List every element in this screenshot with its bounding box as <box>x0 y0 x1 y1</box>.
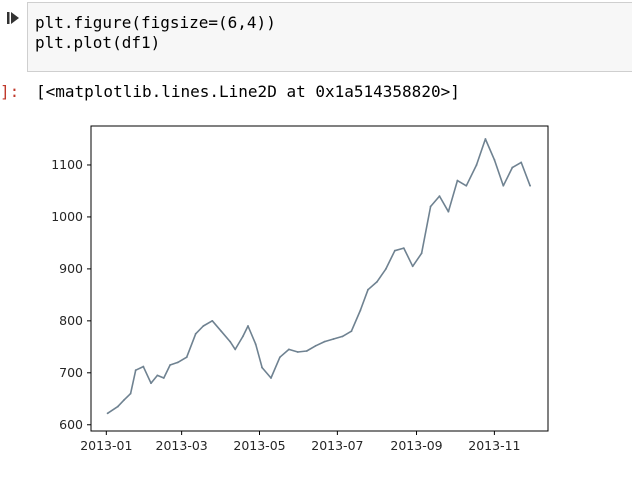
data-point <box>429 205 432 208</box>
data-point <box>323 340 326 343</box>
data-point <box>270 377 272 379</box>
data-point <box>314 344 317 347</box>
data-point <box>123 398 126 401</box>
data-point <box>287 348 290 351</box>
chart-svg: 600 700 800 900 1000 1100 2013-01 2013-03 2013-0… <box>51 125 549 453</box>
run-cell-icon[interactable] <box>6 11 20 25</box>
y-tick-label: 800 <box>59 313 83 328</box>
data-point <box>247 325 249 327</box>
data-point <box>305 350 308 352</box>
data-point <box>350 330 353 333</box>
plot-frame <box>90 125 549 432</box>
data-point <box>156 374 159 377</box>
data-point <box>296 351 299 353</box>
data-point <box>341 335 344 338</box>
y-tick-label: 700 <box>59 365 83 380</box>
data-point <box>520 161 523 164</box>
line-chart: 600 700 800 900 1000 1100 2013-01 2013-03 2013-0… <box>0 110 632 475</box>
data-point <box>254 343 257 346</box>
data-point <box>169 364 172 366</box>
data-point <box>402 247 405 250</box>
data-point <box>447 210 450 213</box>
data-point <box>438 195 441 198</box>
data-point <box>134 369 137 372</box>
x-tick-label: 2013-03 <box>156 438 208 453</box>
data-point <box>162 377 165 379</box>
data-point <box>502 184 505 187</box>
code-cell[interactable]: plt.figure(figsize=(6,4)) plt.plot(df1) <box>0 0 632 74</box>
data-point <box>279 356 281 359</box>
data-point <box>529 184 532 187</box>
data-point <box>332 338 335 340</box>
y-tick-label: 1000 <box>51 209 83 224</box>
data-point <box>242 335 244 338</box>
data-point <box>367 288 369 291</box>
y-tick-label: 1100 <box>51 157 83 172</box>
data-point <box>484 138 487 140</box>
y-tick-label: 600 <box>59 417 83 432</box>
data-point <box>493 158 496 161</box>
code-line-2: plt.plot(df1) <box>35 33 161 52</box>
series-line-0 <box>107 138 531 414</box>
data-point <box>202 325 205 327</box>
data-point <box>456 179 459 182</box>
data-point <box>475 164 478 166</box>
x-tick-label: 2013-09 <box>390 438 442 453</box>
data-point <box>194 332 197 335</box>
x-tick-label: 2013-07 <box>311 438 363 453</box>
output-text: [<matplotlib.lines.Line2D at 0x1a5143588… <box>36 82 460 101</box>
data-point <box>384 267 387 270</box>
data-point <box>220 330 223 333</box>
data-point <box>359 309 362 312</box>
y-tick-label: 900 <box>59 261 83 276</box>
data-point <box>142 365 145 368</box>
data-point <box>129 392 132 395</box>
output-prompt: ]: <box>0 82 20 101</box>
data-point <box>511 166 514 169</box>
data-point <box>116 405 119 408</box>
data-point <box>465 184 468 187</box>
x-tick-label: 2013-01 <box>80 438 132 453</box>
data-point <box>411 265 414 268</box>
code-editor[interactable]: plt.figure(figsize=(6,4)) plt.plot(df1) <box>27 2 632 72</box>
data-point <box>261 366 263 369</box>
data-point <box>234 348 237 351</box>
data-point <box>420 252 423 255</box>
data-point <box>150 382 152 385</box>
data-point <box>106 412 109 415</box>
data-point <box>185 356 188 359</box>
x-tick-label: 2013-05 <box>233 438 285 453</box>
data-point <box>211 319 214 322</box>
code-line-1: plt.figure(figsize=(6,4)) <box>35 13 276 32</box>
data-point <box>376 280 378 283</box>
x-tick-label: 2013-11 <box>468 438 520 453</box>
data-point <box>393 249 396 252</box>
data-point <box>176 361 179 364</box>
data-point <box>229 340 232 343</box>
